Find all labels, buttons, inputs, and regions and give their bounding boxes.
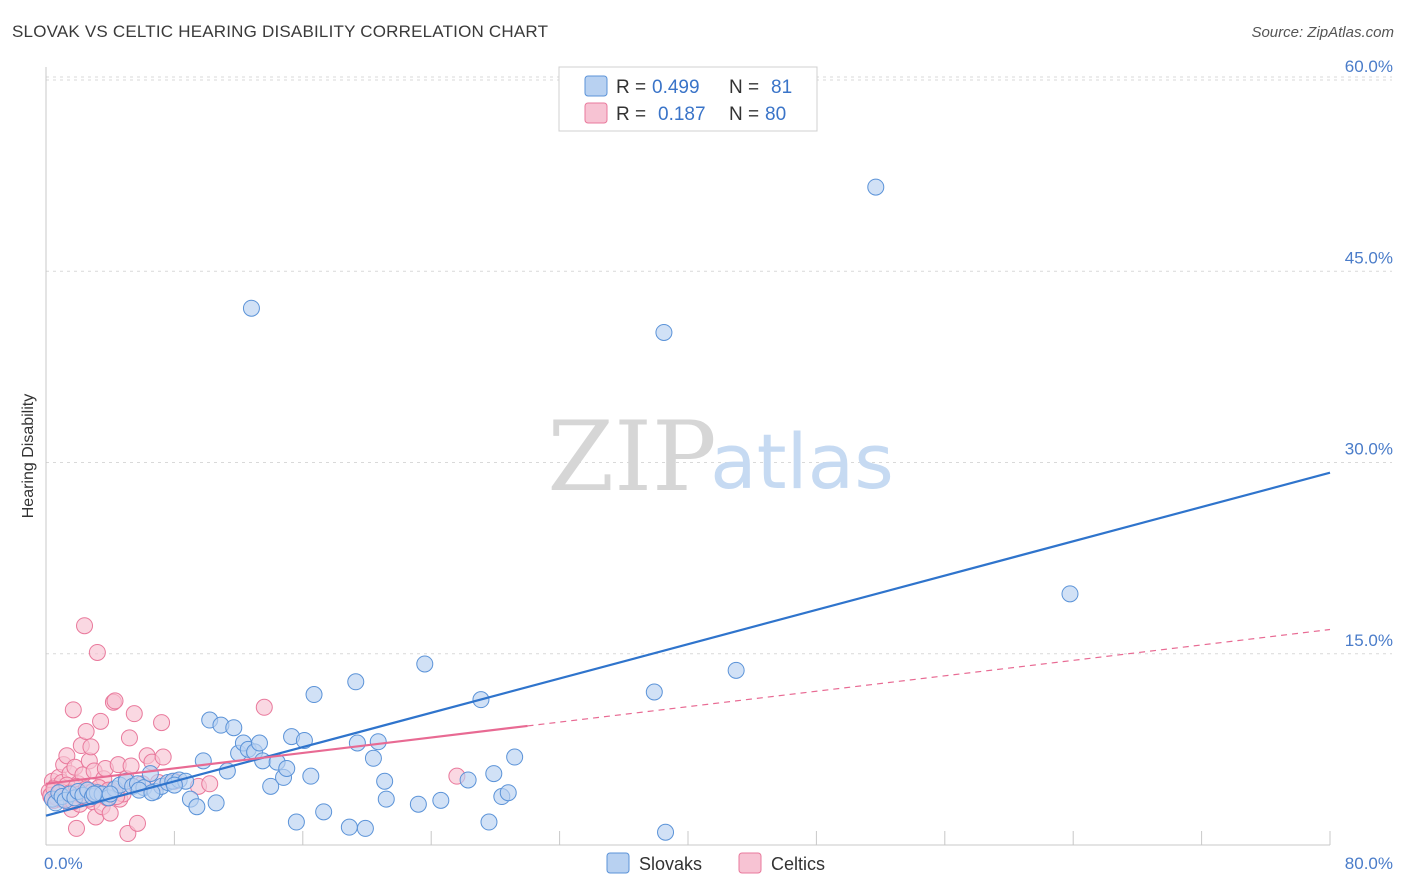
slovak-point-73: [1061, 585, 1079, 603]
slovak-point-34: [225, 719, 243, 737]
slovak-point-68: [242, 299, 260, 317]
celtic-point-22: [76, 617, 94, 635]
celtic-point-17: [67, 819, 85, 837]
celtic-point-58: [201, 775, 219, 793]
bottom-legend-label-slovaks: Slovaks: [639, 854, 702, 874]
legend-n-label-1: N =: [729, 77, 759, 98]
top-legend: R = 0.499 N = 81 R = 0.187 N = 80: [558, 66, 818, 132]
slovak-point-63: [480, 813, 498, 831]
celtic-point-40: [106, 692, 124, 710]
chart-title: SLOVAK VS CELTIC HEARING DISABILITY CORR…: [12, 22, 549, 41]
slovak-point-60: [432, 791, 450, 809]
celtic-point-54: [153, 714, 171, 732]
legend-r-value-2: 0.187: [658, 104, 706, 125]
slovak-point-43: [278, 760, 296, 777]
bottom-legend-swatch-celtics: [738, 852, 762, 874]
slovak-point-51: [348, 734, 366, 752]
bottom-legend-swatch-slovaks: [606, 852, 630, 874]
slovak-point-55: [369, 733, 387, 751]
y-tick-label-0: 15.0%: [1345, 631, 1393, 650]
celtic-point-23: [77, 723, 95, 741]
slovak-point-53: [356, 819, 374, 837]
celtic-point-59: [255, 698, 273, 716]
slovak-point-45: [287, 813, 305, 831]
slovak-point-52: [347, 673, 365, 691]
slovak-point-49: [315, 803, 333, 821]
y-tick-labels: 15.0% 30.0% 45.0% 60.0%: [1345, 57, 1393, 650]
legend-n-value-2: 80: [765, 104, 786, 125]
celtic-point-37: [101, 804, 119, 822]
celtic-point-47: [122, 757, 140, 775]
slovak-point-59: [416, 655, 434, 673]
slovak-point-72: [867, 178, 885, 196]
slovak-point-74: [657, 823, 675, 841]
celtic-point-46: [120, 729, 138, 747]
slovak-point-67: [506, 748, 524, 766]
slovak-point-50: [340, 818, 358, 836]
slovak-point-28: [188, 798, 206, 816]
celtic-point-26: [82, 738, 100, 756]
legend-n-label-2: N =: [729, 104, 759, 125]
celtic-point-49: [128, 814, 146, 832]
axes: [45, 67, 1331, 846]
y-tick-label-2: 45.0%: [1345, 248, 1393, 267]
bottom-legend: Slovaks Celtics: [606, 852, 825, 874]
slovak-point-64: [485, 765, 503, 783]
trend-lines: [45, 471, 1331, 817]
slovak-point-31: [207, 794, 225, 812]
watermark: ZIP atlas: [547, 401, 893, 513]
x-tick-label-1: 80.0%: [1345, 854, 1393, 873]
slovak-point-58: [409, 795, 427, 813]
legend-n-value-1: 81: [771, 77, 792, 98]
y-tick-label-3: 60.0%: [1345, 57, 1393, 76]
grid-lines: [46, 76, 1392, 655]
legend-r-label-2: R =: [616, 104, 646, 125]
slovak-point-56: [376, 772, 394, 790]
celtic-point-48: [125, 705, 143, 723]
slovak-point-66: [499, 784, 517, 802]
watermark-zip: ZIP: [547, 401, 716, 513]
slovak-point-54: [364, 749, 382, 767]
legend-r-value-1: 0.499: [652, 77, 700, 98]
celtic-point-55: [154, 748, 172, 766]
slovak-point-69: [645, 683, 663, 701]
y-axis-label: Hearing Disability: [20, 394, 37, 519]
celtics-trend-line-solid: [45, 724, 528, 785]
celtic-point-15: [64, 701, 82, 719]
slovak-point-40: [262, 777, 280, 795]
bottom-legend-label-celtics: Celtics: [771, 854, 825, 874]
slovak-point-70: [655, 323, 673, 341]
chart-source: Source: ZipAtlas.com: [1251, 24, 1394, 41]
x-tick-label-0: 0.0%: [44, 854, 83, 873]
series-celtics: [40, 617, 466, 843]
watermark-atlas: atlas: [710, 417, 894, 506]
slovaks-trend-line: [45, 471, 1331, 817]
celtic-point-32: [92, 712, 110, 730]
x-tick-labels: 0.0% 80.0%: [44, 854, 1393, 873]
celtics-trend-line-dashed: [527, 628, 1331, 727]
slovak-point-57: [377, 790, 395, 808]
celtic-point-30: [88, 643, 106, 661]
slovak-point-48: [305, 686, 323, 704]
slovak-point-75: [250, 734, 268, 752]
series-slovaks: [43, 178, 1079, 841]
slovak-point-61: [459, 771, 477, 789]
legend-swatch-pink: [584, 102, 608, 124]
y-tick-label-1: 30.0%: [1345, 440, 1393, 459]
slovak-point-20: [141, 765, 159, 783]
slovak-point-71: [727, 661, 745, 679]
legend-r-label-1: R =: [616, 77, 646, 98]
slovak-point-76: [85, 785, 103, 803]
legend-swatch-blue: [584, 75, 608, 97]
slovak-point-47: [302, 767, 320, 785]
